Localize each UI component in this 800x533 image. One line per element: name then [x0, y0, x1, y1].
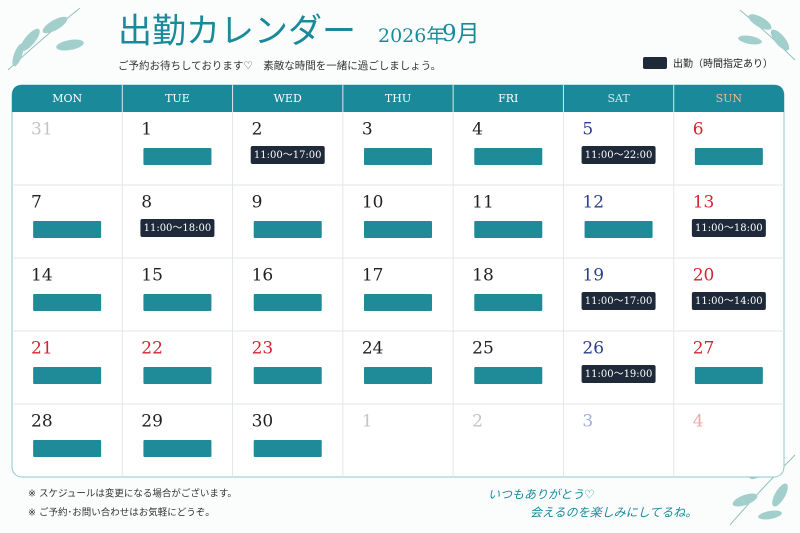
- shift-bar: [33, 221, 102, 238]
- shift-bar: [253, 294, 322, 311]
- shift-time-box: [581, 365, 656, 383]
- day-number: 9: [252, 193, 263, 213]
- shift-time-box: [691, 292, 766, 310]
- day-number: 16: [252, 266, 274, 286]
- day-number: 8: [141, 193, 152, 213]
- shift-time-box: [691, 219, 766, 237]
- shift-time-box: [140, 219, 215, 237]
- day-number: 3: [362, 120, 373, 140]
- day-number: 31: [31, 120, 53, 140]
- title: 出勤カレンダー: [118, 12, 356, 52]
- shift-bar: [364, 294, 432, 311]
- shift-time: 11:00～17:00: [254, 150, 322, 161]
- weekday-label: FRI: [498, 92, 518, 105]
- day-number: 26: [582, 339, 604, 359]
- shift-bar: [253, 221, 322, 238]
- day-number: 24: [362, 339, 384, 359]
- shift-bar: [474, 367, 543, 384]
- shift-time: 11:00～14:00: [695, 296, 763, 307]
- day-number: 4: [472, 120, 483, 140]
- day-number: 12: [582, 193, 604, 213]
- message: いつもありがとう♡: [488, 488, 595, 502]
- calendar-frame: [11, 84, 785, 478]
- shift-time-box: [581, 146, 656, 164]
- day-number: 11: [472, 193, 494, 213]
- shift-time: 11:00～18:00: [144, 223, 212, 234]
- shift-bar: [143, 367, 212, 384]
- weekday-header: [12, 85, 784, 112]
- day-number: 10: [362, 193, 384, 213]
- shift-bar: [584, 221, 653, 238]
- weekday-label: THU: [385, 92, 411, 105]
- shift-bar: [364, 367, 432, 384]
- shift-bar: [33, 440, 102, 457]
- shift-bar: [253, 440, 322, 457]
- shift-bar: [474, 148, 543, 165]
- day-number: 1: [141, 120, 152, 140]
- weekday-label: MON: [52, 92, 82, 105]
- day-number: 4: [693, 412, 704, 432]
- legend-swatch: [643, 57, 667, 69]
- day-number: 20: [693, 266, 715, 286]
- weekday-label: SUN: [716, 92, 743, 105]
- weekday-label: TUE: [165, 92, 190, 105]
- shift-time: 11:00～17:00: [585, 296, 653, 307]
- day-number: 30: [252, 412, 274, 432]
- weekday-label: SAT: [607, 92, 630, 105]
- day-number: 5: [582, 120, 593, 140]
- note: ※ スケジュールは変更になる場合がございます。: [28, 488, 237, 500]
- shift-bar: [143, 148, 212, 165]
- shift-bar: [364, 148, 432, 165]
- shift-bar: [33, 367, 102, 384]
- day-number: 27: [693, 339, 715, 359]
- day-number: 1: [362, 412, 373, 432]
- shift-time: 11:00～22:00: [585, 150, 653, 161]
- day-number: 2: [472, 412, 483, 432]
- day-number: 21: [31, 339, 53, 359]
- day-number: 7: [31, 193, 42, 213]
- day-number: 3: [582, 412, 593, 432]
- day-number: 14: [31, 266, 53, 286]
- message: 会えるのを楽しみにしてるね。: [530, 506, 697, 520]
- day-number: 17: [362, 266, 384, 286]
- note: ※ ご予約･お問い合わせはお気軽にどうぞ。: [28, 507, 215, 519]
- day-number: 23: [252, 339, 274, 359]
- day-number: 6: [693, 120, 704, 140]
- day-number: 13: [693, 193, 715, 213]
- shift-bar: [474, 294, 543, 311]
- day-number: 25: [472, 339, 494, 359]
- day-number: 19: [582, 266, 604, 286]
- month: 9月: [442, 21, 480, 47]
- day-number: 15: [141, 266, 163, 286]
- shift-time-box: [581, 292, 656, 310]
- shift-bar: [364, 221, 432, 238]
- shift-bar: [253, 367, 322, 384]
- leaves-decor: [7, 7, 796, 526]
- shift-bar: [143, 440, 212, 457]
- subtitle: ご予約お待ちしております♡ 素敵な時間を一緒に過ごしましょう。: [118, 59, 441, 72]
- shift-bar: [33, 294, 102, 311]
- day-number: 2: [252, 120, 263, 140]
- shift-time: 11:00～19:00: [585, 369, 653, 380]
- shift-time-box: [250, 146, 325, 164]
- day-number: 22: [141, 339, 163, 359]
- year: 2026年: [378, 25, 445, 47]
- weekday-label: WED: [274, 92, 302, 105]
- shift-bar: [143, 294, 212, 311]
- legend-label: 出勤（時間指定あり）: [673, 57, 773, 70]
- day-number: 28: [31, 412, 53, 432]
- day-number: 29: [141, 412, 163, 432]
- shift-bar: [694, 367, 763, 384]
- shift-time: 11:00～18:00: [695, 223, 763, 234]
- shift-bar: [694, 148, 763, 165]
- shift-bar: [474, 221, 543, 238]
- day-number: 18: [472, 266, 494, 286]
